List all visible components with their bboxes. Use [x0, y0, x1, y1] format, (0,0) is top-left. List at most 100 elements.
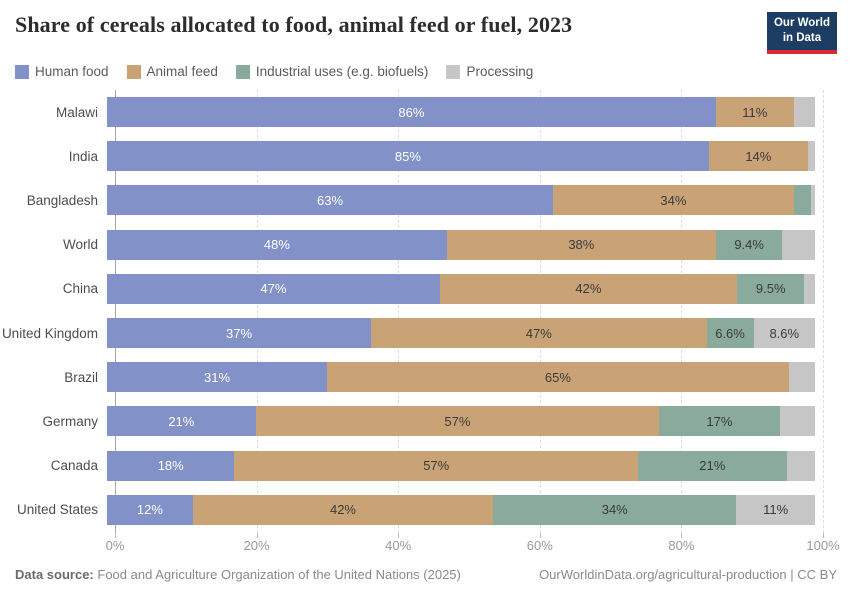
row-label: World	[62, 237, 98, 253]
segment-value-label: 47%	[525, 325, 552, 341]
owid-logo-line2: in Data	[782, 31, 822, 44]
bar-segment-human_food[interactable]: 12%	[107, 494, 193, 525]
bar-segment-human_food[interactable]: 48%	[107, 229, 447, 260]
bar-segment-processing[interactable]	[807, 141, 815, 172]
owid-logo-line1: Our World	[773, 17, 830, 29]
legend-swatch-human_food	[15, 64, 29, 79]
owid-logo: Our World in Data	[766, 12, 837, 54]
bar-segment-processing[interactable]	[793, 97, 815, 128]
bar-segment-industrial[interactable]	[793, 185, 811, 216]
legend-label: Human food	[35, 64, 109, 79]
axis-tick-20	[256, 533, 258, 538]
bar-segment-human_food[interactable]: 18%	[107, 450, 235, 481]
bar-track: 48% 38% 9.4%	[107, 229, 815, 260]
bar-segment-human_food[interactable]: 63%	[107, 185, 554, 216]
bar-segment-industrial[interactable]: 9.5%	[737, 273, 805, 304]
bar-segment-animal_feed[interactable]: 34%	[553, 185, 794, 216]
chart-footer: Data source: Food and Agriculture Organi…	[15, 567, 837, 582]
legend-swatch-processing	[446, 64, 461, 79]
legend-swatch-industrial	[235, 64, 250, 79]
chart-row-malawi: Malawi 86% 11%	[0, 90, 850, 134]
bar-track: 86% 11%	[107, 97, 815, 128]
bar-segment-animal_feed[interactable]: 42%	[192, 494, 494, 525]
chart-row-china: China 47% 42% 9.5%	[0, 267, 850, 311]
segment-value-label: 47%	[260, 281, 287, 297]
bar-segment-animal_feed[interactable]: 57%	[255, 406, 660, 437]
segment-value-label: 34%	[601, 502, 628, 518]
gridline-80	[681, 90, 683, 533]
x-tick-label-80: 80%	[668, 538, 695, 553]
row-label: United Kingdom	[1, 325, 98, 341]
bar-segment-animal_feed[interactable]: 57%	[234, 450, 638, 481]
segment-value-label: 9.4%	[734, 237, 764, 253]
stacked-bar-chart: Malawi 86% 11% India 85% 14% Bangladesh 63% 34% W…	[0, 90, 850, 532]
legend-item-industrial[interactable]: Industrial uses (e.g. biofuels)	[235, 64, 429, 79]
gridline-20	[256, 90, 258, 533]
axis-tick-100	[823, 533, 824, 538]
data-source-text: Food and Agriculture Organization of the…	[97, 567, 461, 582]
legend-item-processing[interactable]: Processing	[446, 64, 533, 79]
bar-track: 12% 42% 34% 11%	[107, 494, 815, 525]
chart-row-germany: Germany 21% 57% 17%	[0, 399, 850, 443]
chart-row-brazil: Brazil 31% 65%	[0, 355, 850, 399]
bar-segment-animal_feed[interactable]: 47%	[371, 318, 707, 349]
bar-segment-human_food[interactable]: 31%	[107, 362, 328, 393]
owid-url-link[interactable]: OurWorldinData.org/agricultural-producti…	[539, 567, 837, 582]
bar-track: 85% 14%	[107, 141, 815, 172]
gridline-60	[539, 90, 541, 533]
row-label: Canada	[50, 458, 98, 474]
bar-segment-animal_feed[interactable]: 65%	[327, 362, 789, 393]
x-tick-label-0: 0%	[105, 538, 125, 553]
segment-value-label: 42%	[575, 281, 602, 297]
segment-value-label: 17%	[706, 413, 733, 429]
bar-segment-animal_feed[interactable]: 42%	[439, 273, 738, 304]
legend-label: Processing	[466, 64, 534, 79]
bar-track: 37% 47% 6.6% 8.6%	[107, 318, 815, 349]
data-source-label: Data source:	[15, 567, 94, 582]
bar-segment-animal_feed[interactable]: 14%	[708, 141, 808, 172]
bar-segment-animal_feed[interactable]: 11%	[715, 97, 794, 128]
x-tick-label-100: 100%	[806, 538, 840, 553]
bar-segment-processing[interactable]	[779, 406, 815, 437]
bar-segment-human_food[interactable]: 47%	[107, 273, 440, 304]
bar-segment-human_food[interactable]: 85%	[107, 141, 709, 172]
bar-segment-industrial[interactable]: 21%	[637, 450, 787, 481]
page-title: Share of cereals allocated to food, anim…	[15, 12, 573, 37]
bar-segment-processing[interactable]	[786, 450, 815, 481]
segment-value-label: 31%	[204, 369, 231, 385]
bar-segment-processing[interactable]: 8.6%	[753, 318, 815, 349]
gridline-40	[398, 90, 400, 533]
segment-value-label: 63%	[317, 192, 344, 208]
legend-label: Animal feed	[146, 64, 218, 79]
row-label: Malawi	[55, 104, 98, 120]
bar-segment-industrial[interactable]: 17%	[659, 406, 780, 437]
bar-segment-industrial[interactable]: 34%	[493, 494, 737, 525]
bar-segment-animal_feed[interactable]: 38%	[446, 229, 716, 260]
bar-segment-industrial[interactable]: 9.4%	[715, 229, 783, 260]
bar-segment-processing[interactable]	[782, 229, 815, 260]
bar-segment-processing[interactable]	[788, 362, 815, 393]
bar-segment-processing[interactable]	[804, 273, 815, 304]
bar-track: 21% 57% 17%	[107, 406, 815, 437]
x-tick-label-20: 20%	[243, 538, 270, 553]
chart-row-united-kingdom: United Kingdom 37% 47% 6.6% 8.6%	[0, 311, 850, 355]
segment-value-label: 48%	[263, 237, 290, 253]
bar-segment-human_food[interactable]: 37%	[107, 318, 372, 349]
bar-segment-processing[interactable]: 11%	[736, 494, 815, 525]
legend-item-human_food[interactable]: Human food	[15, 64, 109, 79]
axis-tick-0	[115, 533, 116, 538]
bar-segment-industrial[interactable]: 6.6%	[706, 318, 754, 349]
bar-segment-processing[interactable]	[810, 185, 815, 216]
bar-segment-human_food[interactable]: 86%	[107, 97, 716, 128]
bar-segment-human_food[interactable]: 21%	[107, 406, 256, 437]
bar-track: 31% 65%	[107, 362, 815, 393]
plot-gridlines	[115, 90, 824, 538]
gridline-100	[823, 90, 824, 533]
bar-track: 47% 42% 9.5%	[107, 273, 815, 304]
segment-value-label: 86%	[398, 104, 425, 120]
x-tick-label-60: 60%	[526, 538, 553, 553]
legend-item-animal_feed[interactable]: Animal feed	[126, 64, 218, 79]
legend-label: Industrial uses (e.g. biofuels)	[255, 64, 429, 79]
legend: Human food Animal feed Industrial uses (e.…	[15, 64, 533, 79]
axis-tick-80	[681, 533, 683, 538]
